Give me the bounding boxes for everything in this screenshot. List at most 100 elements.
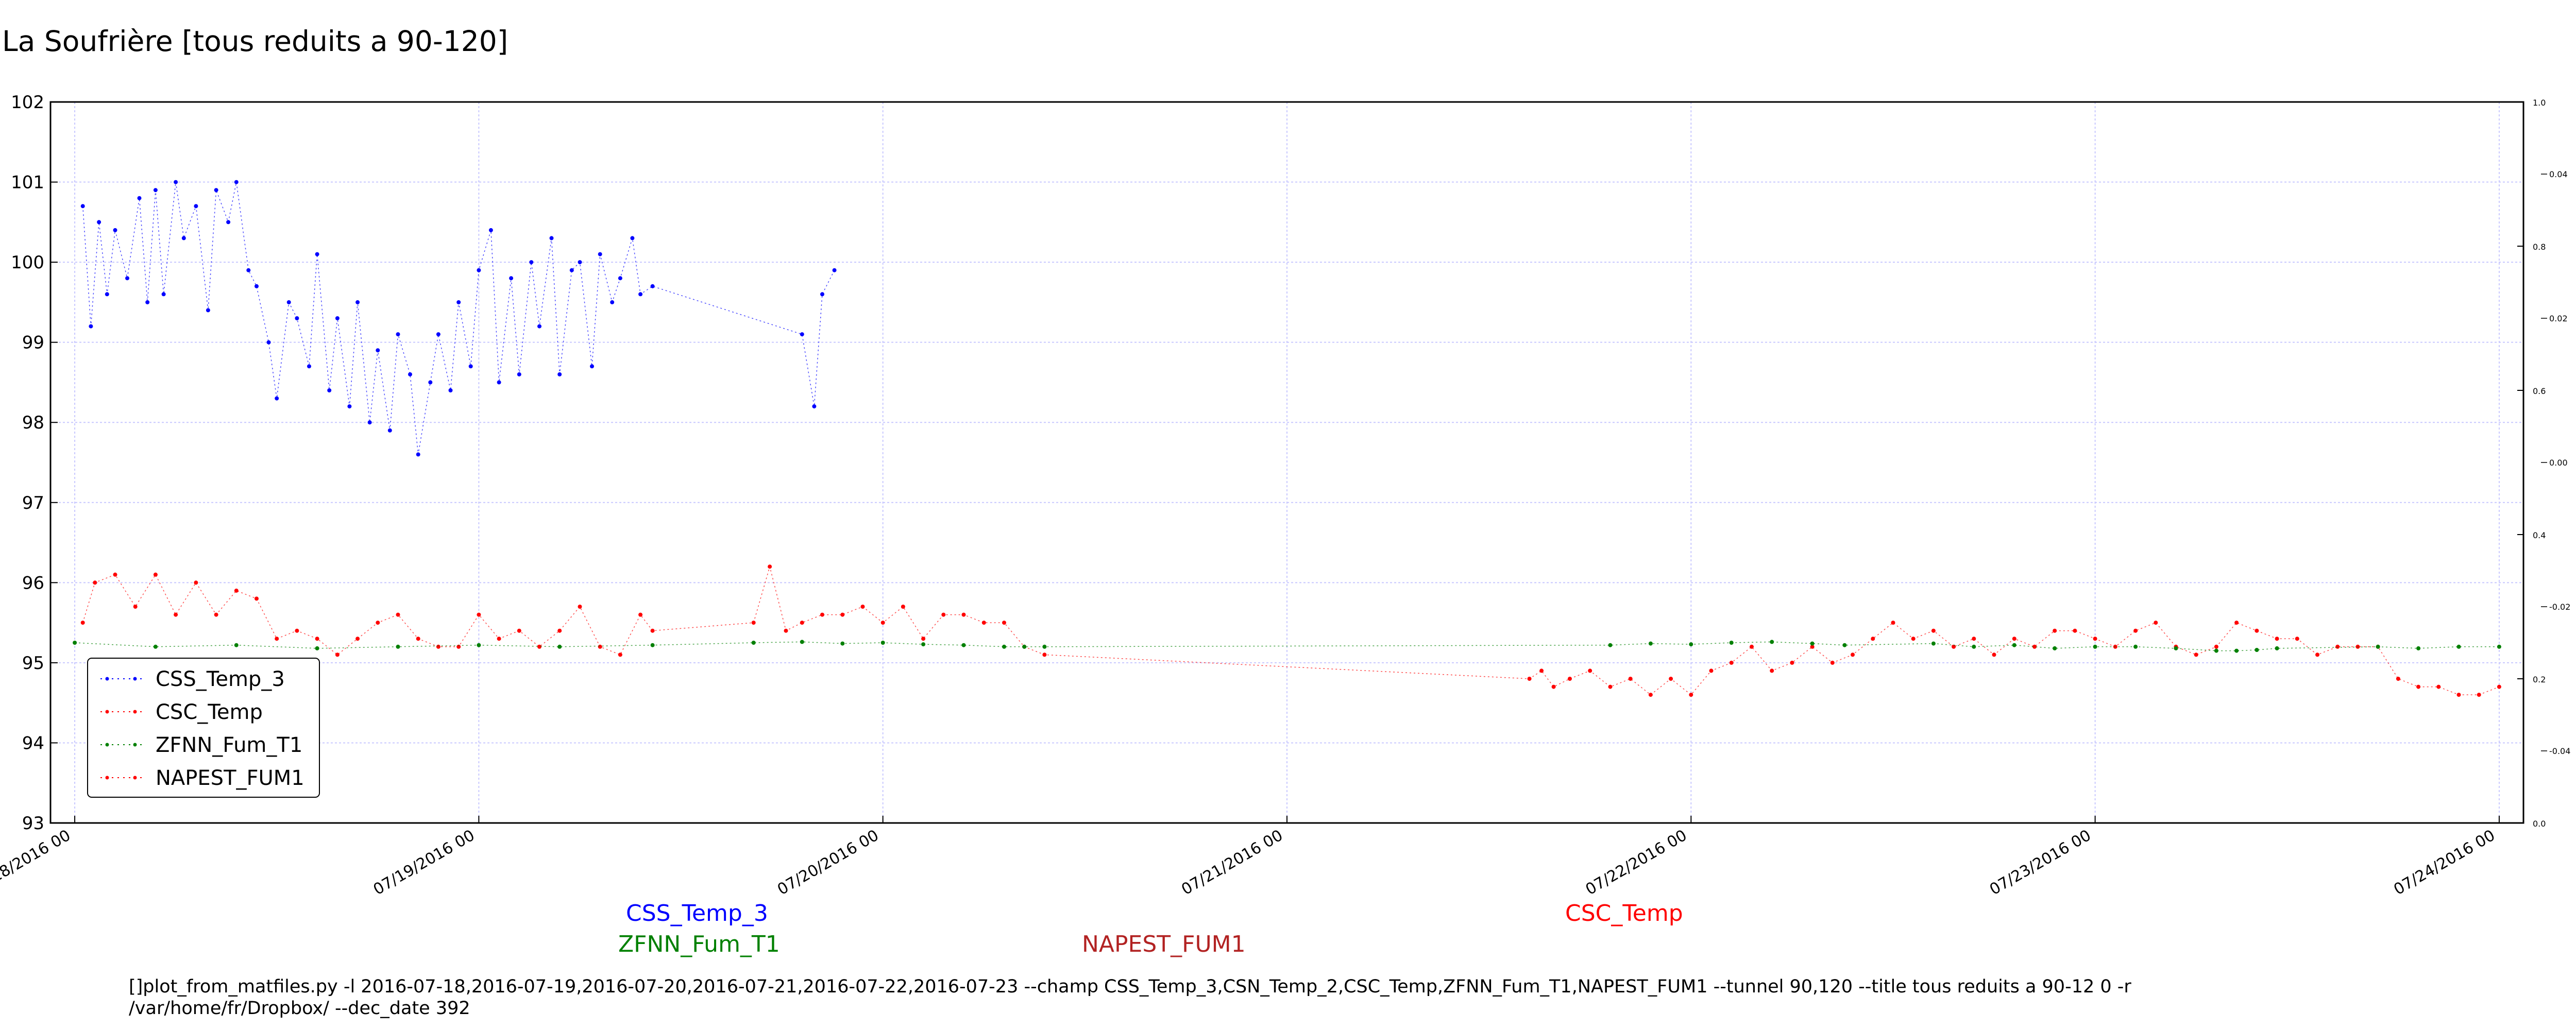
data-point — [93, 580, 97, 585]
data-point — [2376, 644, 2380, 649]
data-point — [396, 332, 400, 337]
data-point — [113, 228, 117, 232]
right-tick-label: 0.8 — [2533, 242, 2546, 252]
data-point — [1689, 693, 1693, 697]
data-point — [1648, 641, 1653, 646]
y-tick-label: 97 — [22, 493, 44, 513]
data-point — [832, 268, 837, 272]
data-point — [921, 642, 926, 647]
data-point — [153, 572, 158, 577]
data-point — [1972, 644, 1976, 649]
legend-marker — [133, 743, 137, 747]
data-point — [2133, 628, 2138, 633]
data-point — [153, 644, 158, 649]
data-point — [255, 596, 259, 601]
y-tick-label: 93 — [22, 813, 44, 834]
data-point — [1830, 660, 1835, 665]
data-point — [1539, 668, 1544, 673]
data-point — [161, 292, 166, 297]
series-layer — [73, 180, 2501, 697]
data-point — [355, 637, 360, 641]
data-point — [2315, 653, 2319, 657]
data-point — [1842, 643, 1847, 647]
x-tick-label: 07/19/2016 00 — [370, 827, 478, 899]
legend: CSS_Temp_3 CSC_Temp ZFNN_Fum_T1 NAPEST_FUM1 — [87, 658, 320, 798]
y-tick-label: 94 — [22, 733, 44, 753]
data-point — [73, 641, 77, 645]
data-point — [488, 228, 493, 232]
x-tick-label: 07/23/2016 00 — [1987, 827, 2094, 899]
data-point — [1669, 677, 1673, 681]
data-point — [537, 324, 541, 329]
data-point — [295, 628, 299, 633]
data-point — [638, 292, 643, 297]
data-point — [1810, 641, 1815, 646]
x-tick-label: 07/22/2016 00 — [1583, 827, 1690, 899]
right-tick-label-2: -0.02 — [2549, 602, 2570, 612]
data-point — [181, 236, 186, 241]
data-point — [981, 621, 986, 625]
data-point — [941, 612, 946, 617]
data-point — [1689, 642, 1693, 647]
data-point — [234, 588, 239, 593]
data-point — [1770, 640, 1774, 644]
data-point — [1527, 677, 1532, 681]
data-point — [1810, 644, 1815, 649]
data-point — [497, 637, 501, 641]
data-point — [880, 641, 885, 645]
data-point — [1891, 621, 1895, 625]
data-point — [2255, 628, 2259, 633]
data-point — [2275, 646, 2279, 650]
data-point — [428, 380, 433, 385]
right-tick-label: 0.2 — [2533, 675, 2546, 684]
data-point — [578, 605, 582, 609]
data-point — [226, 220, 231, 225]
data-point — [610, 300, 615, 304]
series-label-zfnn-fum-t1: ZFNN_Fum_T1 — [618, 931, 780, 957]
data-point — [1911, 637, 1916, 641]
data-point — [408, 372, 412, 376]
data-point — [2073, 628, 2077, 633]
data-point — [2093, 644, 2097, 649]
chart-title: La Soufrière [tous reduits a 90-120] — [2, 25, 509, 58]
data-point — [901, 605, 905, 609]
y-tick-label: 99 — [22, 333, 44, 353]
data-point — [355, 300, 360, 304]
data-point — [2214, 644, 2218, 649]
data-point — [468, 364, 473, 369]
data-point — [234, 180, 239, 184]
data-point — [327, 388, 332, 392]
data-point — [2456, 693, 2461, 697]
data-point — [1628, 677, 1633, 681]
data-point — [557, 644, 562, 649]
data-point — [820, 612, 824, 617]
y-tick-label: 98 — [22, 413, 44, 433]
data-point — [598, 644, 602, 649]
data-point — [529, 260, 534, 265]
data-point — [1952, 644, 1956, 649]
data-point — [2053, 646, 2057, 650]
data-point — [1042, 644, 1047, 649]
data-point — [137, 196, 142, 200]
data-point — [2436, 684, 2441, 689]
data-point — [1648, 693, 1653, 697]
data-point — [1042, 653, 1047, 657]
data-point — [416, 452, 420, 457]
data-point — [477, 268, 481, 272]
x-tick-label: 07/24/2016 00 — [2391, 827, 2498, 899]
series-line — [82, 565, 2500, 696]
data-point — [784, 628, 788, 633]
legend-marker — [133, 776, 137, 780]
data-point — [1022, 644, 1027, 649]
data-point — [2335, 644, 2340, 649]
legend-marker — [105, 776, 109, 780]
data-point — [2133, 644, 2138, 649]
data-point — [2456, 644, 2461, 649]
legend-box — [87, 658, 320, 798]
legend-marker — [105, 710, 109, 714]
series-line — [82, 182, 835, 455]
data-point — [2053, 628, 2057, 633]
data-point — [266, 340, 271, 345]
data-point — [751, 641, 756, 645]
data-point — [448, 388, 453, 392]
